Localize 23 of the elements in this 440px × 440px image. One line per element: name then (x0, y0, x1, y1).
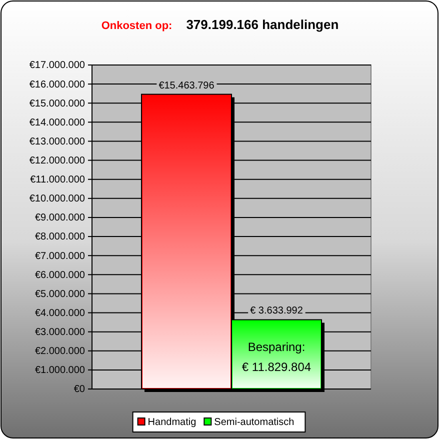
y-tick-label: €9.000.000 (34, 212, 86, 224)
y-tick-label: €11.000.000 (30, 174, 86, 186)
y-tick-label: €7.000.000 (34, 250, 86, 262)
y-tick-label: €3.000.000 (34, 327, 86, 338)
y-tick-label: €10.000.000 (29, 194, 86, 205)
y-tick-label: €6.000.000 (34, 270, 86, 281)
y-tick-label: €14.000.000 (29, 117, 86, 128)
y-tick-label: €16.000.000 (29, 79, 86, 90)
y-tick-label: €17.000.000 (29, 60, 86, 72)
y-tick-label: €13.000.000 (29, 136, 86, 148)
chart-subtitle: 379.199.166 handelingen (186, 17, 339, 32)
y-tick-label: €0 (74, 384, 86, 396)
y-tick-label: €12.000.000 (29, 155, 86, 166)
y-tick-label: €4.000.000 (34, 308, 86, 319)
y-tick-label: €8.000.000 (34, 232, 86, 243)
y-tick-label: €2.000.000 (34, 346, 86, 358)
y-tick-label: €1.000.000 (34, 365, 86, 376)
legend-label: Handmatig (148, 417, 196, 428)
annotation: Besparing: € 11.829.804 (242, 340, 312, 374)
chart-title: Onkosten op: (101, 20, 172, 32)
y-tick-label: €5.000.000 (34, 288, 86, 300)
legend-label: Semi-automatisch (214, 417, 294, 428)
y-tick-label: €15.000.000 (29, 98, 86, 110)
